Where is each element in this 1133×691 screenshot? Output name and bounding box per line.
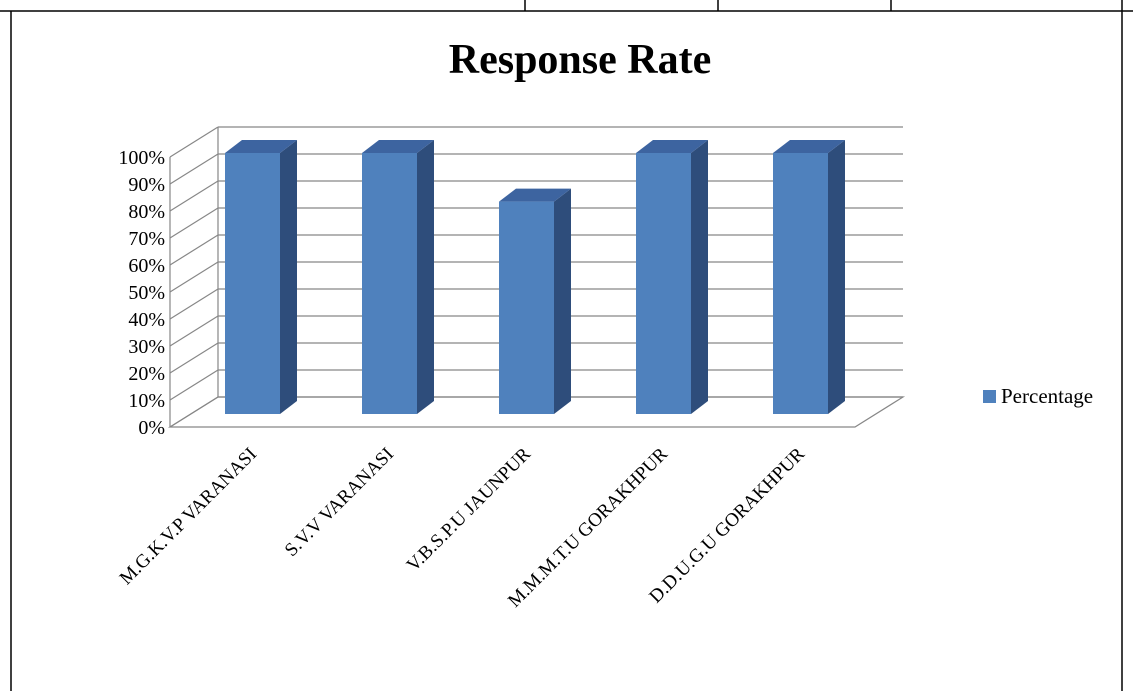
bar-side bbox=[417, 140, 434, 414]
x-category-label: M.G.K.V.P VARANASI bbox=[116, 444, 261, 589]
bar bbox=[225, 153, 280, 414]
side-gridline bbox=[169, 153, 219, 185]
y-tick-label: 0% bbox=[138, 417, 165, 439]
y-tick-label: 30% bbox=[128, 336, 165, 358]
legend-swatch bbox=[983, 390, 996, 403]
side-gridline bbox=[169, 396, 219, 428]
legend: Percentage bbox=[983, 384, 1093, 409]
bar-top bbox=[499, 188, 571, 202]
y-tick-label: 70% bbox=[128, 228, 165, 250]
y-tick-label: 80% bbox=[128, 201, 165, 223]
y-tick-label: 20% bbox=[128, 363, 165, 385]
bar-side bbox=[554, 188, 571, 414]
side-gridline bbox=[169, 207, 219, 239]
side-gridline bbox=[169, 288, 219, 320]
bar bbox=[636, 153, 691, 414]
bar-top bbox=[362, 140, 434, 153]
bar bbox=[773, 153, 828, 414]
side-gridline bbox=[169, 342, 219, 374]
y-tick-label: 100% bbox=[118, 147, 165, 169]
y-tick-label: 10% bbox=[128, 390, 165, 412]
side-gridline bbox=[169, 180, 219, 212]
legend-label: Percentage bbox=[1001, 384, 1094, 408]
chart-title: Response Rate bbox=[448, 37, 712, 83]
bar-side bbox=[828, 140, 845, 414]
side-gridline bbox=[169, 126, 219, 158]
side-gridline bbox=[169, 369, 219, 401]
bar bbox=[362, 153, 417, 414]
bar-top bbox=[225, 140, 297, 153]
x-category-label: V.B.S.P.U JAUNPUR bbox=[403, 443, 535, 575]
x-category-label: M.M.M.T.U GORAKHPUR bbox=[504, 443, 672, 611]
side-gridline bbox=[169, 261, 219, 293]
x-category-label: D.D.U.G.U GORAKHPUR bbox=[645, 443, 809, 607]
bar-top bbox=[636, 140, 708, 153]
side-gridline bbox=[169, 315, 219, 347]
y-tick-label: 50% bbox=[128, 282, 165, 304]
bar-side bbox=[691, 140, 708, 414]
bar bbox=[499, 201, 554, 414]
y-tick-label: 40% bbox=[128, 309, 165, 331]
y-tick-label: 60% bbox=[128, 255, 165, 277]
y-tick-label: 90% bbox=[128, 174, 165, 196]
x-category-label: S.V.V VARANASI bbox=[281, 444, 398, 561]
side-gridline bbox=[169, 234, 219, 266]
bar-top bbox=[773, 140, 845, 153]
bar-side bbox=[280, 140, 297, 414]
